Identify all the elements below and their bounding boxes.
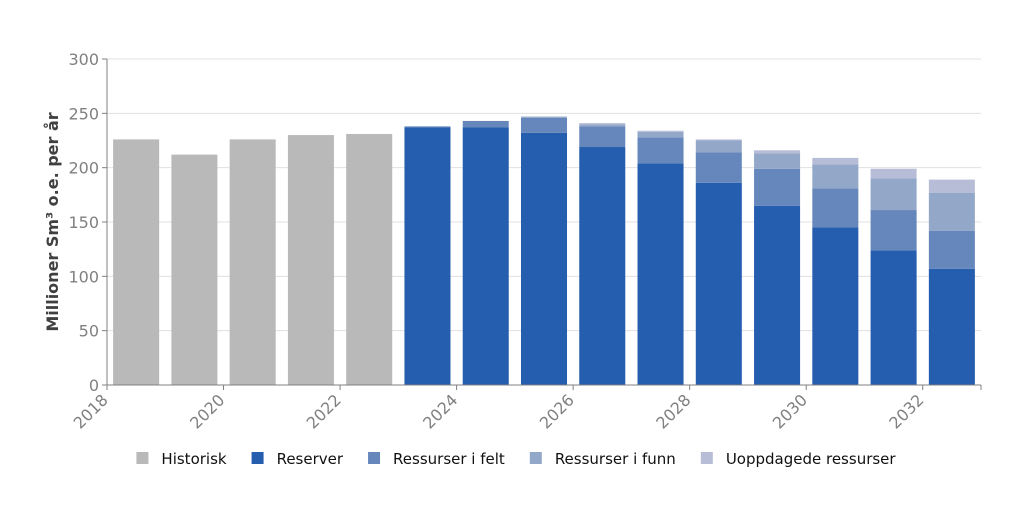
bar-historisk-2019 [171,154,218,385]
x-tick-label: 2030 [769,390,811,432]
bar-reserver-2027 [637,163,684,385]
legend-swatch [529,452,542,464]
legend-label: Historisk [161,450,226,468]
legend-item-uoppdagede-ressurser: Uoppdagede ressurser [700,450,897,468]
bar-uoppdagede-ressurser-2026 [579,123,626,125]
bar-ressurser-i-felt-2030 [812,188,859,228]
bar-uoppdagede-ressurser-2030 [812,157,859,165]
bar-ressurser-i-funn-2026 [579,124,626,127]
bar-uoppdagede-ressurser-2028 [695,139,742,141]
x-tick-label: 2028 [652,390,694,432]
bar-reserver-2032 [928,268,975,385]
legend-label: Reserver [277,450,344,468]
bar-ressurser-i-felt-2024 [462,120,509,128]
bar-historisk-2022 [346,133,393,385]
legend-swatch [368,452,381,464]
bar-ressurser-i-felt-2027 [637,137,684,164]
bar-ressurser-i-funn-2029 [754,153,801,169]
y-tick-label: 250 [68,104,99,123]
bar-ressurser-i-funn-2030 [812,164,859,189]
legend-label: Ressurser i felt [393,450,505,468]
y-tick-label: 50 [79,322,99,341]
x-tick-label: 2018 [70,390,112,432]
bar-ressurser-i-felt-2023 [404,126,451,128]
y-axis-title: Millioner Sm³ o.e. per år [43,112,62,331]
bar-uoppdagede-ressurser-2029 [754,150,801,154]
x-tick-label: 2032 [885,390,927,432]
legend-swatch [251,452,264,464]
bar-reserver-2030 [812,227,859,385]
x-tick-label: 2022 [303,390,345,432]
bar-uoppdagede-ressurser-2032 [928,179,975,193]
bar-uoppdagede-ressurser-2027 [637,130,684,132]
bar-ressurser-i-felt-2028 [695,152,742,183]
legend: Historisk Reserver Ressurser i felt Ressurs… [136,450,896,468]
bar-reserver-2024 [462,127,509,386]
bar-reserver-2023 [404,127,451,386]
y-tick-label: 0 [89,376,99,395]
x-tick-label: 2020 [186,390,228,432]
legend-label: Uoppdagede ressurser [726,450,897,468]
bar-ressurser-i-felt-2029 [754,168,801,206]
legend-item-ressurser-i-funn: Ressurser i funn [529,450,676,468]
legend-swatch [700,452,713,464]
legend-swatch [136,452,149,464]
bar-ressurser-i-funn-2031 [870,178,917,211]
legend-item-ressurser-i-felt: Ressurser i felt [368,450,505,468]
y-tick-label: 150 [68,213,99,232]
bar-ressurser-i-funn-2032 [928,192,975,231]
y-tick-label: 200 [68,159,99,178]
legend-item-reserver: Reserver [251,450,344,468]
bar-ressurser-i-funn-2028 [695,140,742,153]
bar-uoppdagede-ressurser-2031 [870,168,917,179]
bar-ressurser-i-felt-2032 [928,230,975,269]
bar-ressurser-i-felt-2031 [870,210,917,251]
y-tick-label: 100 [68,267,99,286]
bar-historisk-2018 [113,139,160,385]
bar-reserver-2026 [579,147,626,385]
bar-reserver-2025 [520,132,568,385]
legend-label: Ressurser i funn [555,450,676,468]
x-tick-label: 2026 [536,390,578,432]
bar-reserver-2028 [695,182,742,385]
bar-reserver-2029 [754,205,801,385]
x-tick-label: 2024 [419,390,461,432]
y-tick-label: 300 [68,50,99,69]
bar-historisk-2021 [287,135,334,385]
bar-historisk-2020 [229,139,276,385]
bars [113,116,975,386]
bar-ressurser-i-funn-2027 [637,131,684,138]
bar-ressurser-i-funn-2025 [520,116,568,118]
legend-item-historisk: Historisk [136,450,227,468]
bar-ressurser-i-felt-2025 [520,117,568,133]
bar-reserver-2031 [870,250,917,385]
bar-ressurser-i-felt-2026 [579,126,626,148]
